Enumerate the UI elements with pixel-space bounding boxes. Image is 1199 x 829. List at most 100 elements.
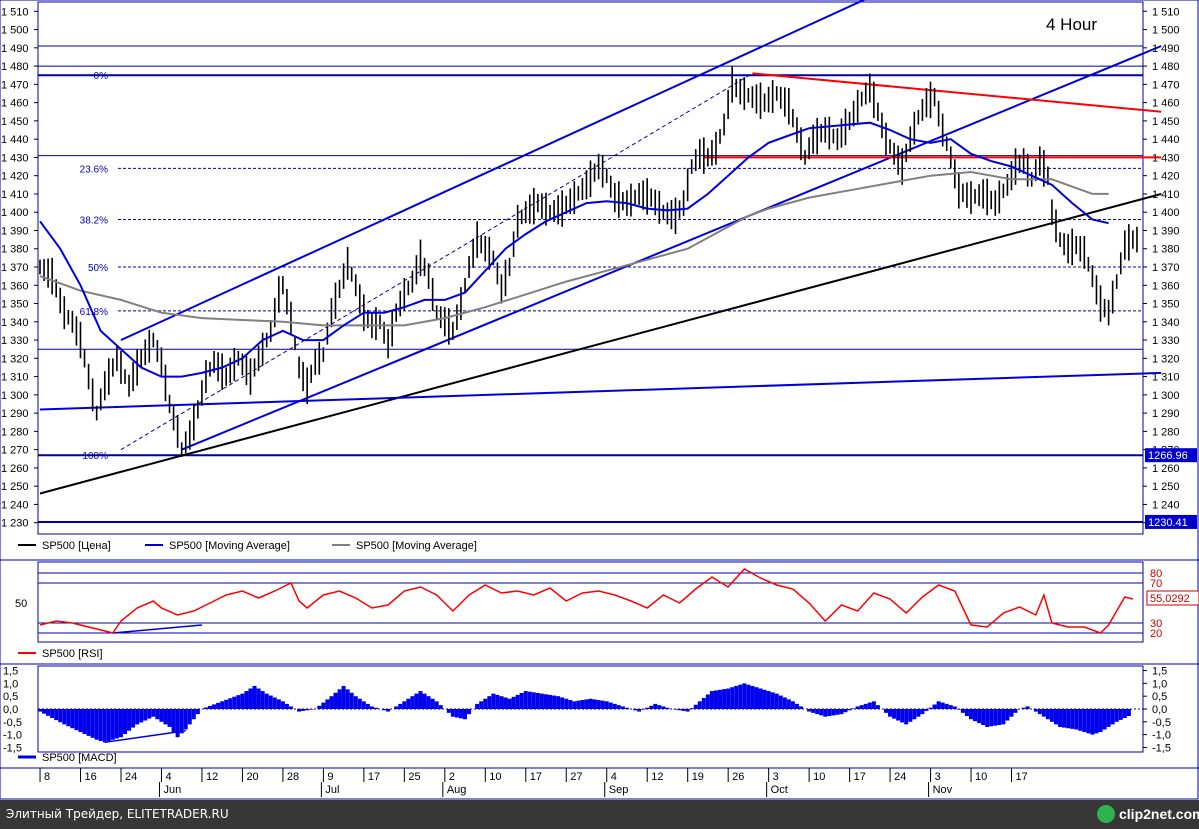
price-tick-label-left: 1 370 [1, 262, 29, 274]
x-day-label: 17 [1016, 771, 1028, 783]
price-tick-label-left: 1 350 [1, 299, 29, 311]
price-tick-label-right: 1 340 [1152, 317, 1180, 329]
price-tick-label-right: 1 410 [1152, 189, 1180, 201]
price-tick-label-left: 1 460 [1, 98, 29, 110]
x-month-label: Aug [447, 784, 467, 796]
price-tick-label-left: 1 270 [1, 445, 29, 457]
macd-tick-label-right: 0,0 [1152, 704, 1167, 716]
price-tick-label-right: 1 250 [1152, 481, 1180, 493]
ma-slow-line [39, 170, 1109, 327]
rsi-value-label: 55,0292 [1150, 593, 1190, 605]
price-tick-label-left: 1 490 [1, 43, 29, 55]
rsi-level-label: 80 [1150, 568, 1162, 580]
price-tick-label-right: 1 360 [1152, 280, 1180, 292]
price-tick-label-right: 1 390 [1152, 225, 1180, 237]
x-month-label: Jun [163, 784, 181, 796]
macd-tick-label-left: 1,0 [3, 678, 18, 690]
price-tag-box [1145, 514, 1197, 529]
rsi-value-box [1146, 590, 1199, 606]
macd-tick-label-right: 0,5 [1152, 691, 1167, 703]
x-day-label: 17 [530, 771, 542, 783]
trendline-dashed-mid [120, 72, 753, 451]
macd-tick-label-left: -1,0 [3, 730, 22, 742]
x-day-label: 4 [611, 771, 617, 783]
price-tick-label-left: 1 410 [1, 189, 29, 201]
trendline-channel-upper [120, 0, 867, 341]
price-tick-label-right: 1 420 [1152, 171, 1180, 183]
price-tick-label-right: 1 280 [1152, 426, 1180, 438]
price-tick-label-left: 1 230 [1, 518, 29, 530]
macd-tick-label-left: -0,5 [3, 717, 22, 729]
price-tick-label-right: 1 290 [1152, 408, 1180, 420]
price-tick-label-right: 1 450 [1152, 116, 1180, 128]
fibonacci-label: 23.6% [80, 164, 108, 175]
trendline-support [39, 192, 1162, 495]
clip2net-logo[interactable]: clip2net.com [1097, 803, 1199, 825]
price-tick-label-right: 1 490 [1152, 43, 1180, 55]
macd-tick-label-left: -1,5 [3, 742, 22, 754]
x-month-label: Nov [933, 784, 953, 796]
price-tick-label-right: 1 470 [1152, 79, 1180, 91]
price-tag-label: 1266.96 [1148, 450, 1188, 462]
x-day-label: 2 [449, 771, 455, 783]
fibonacci-label: 61.8% [80, 307, 108, 318]
price-tick-label-left: 1 360 [1, 280, 29, 292]
price-tick-label-right: 1 310 [1152, 372, 1180, 384]
x-month-label: Oct [771, 784, 788, 796]
clip2net-logo-text: clip2net.com [1119, 806, 1199, 822]
price-tick-label-left: 1 480 [1, 61, 29, 73]
price-tick-label-left: 1 440 [1, 134, 29, 146]
fibonacci-label: 0% [94, 71, 109, 82]
price-tick-label-right: 1 430 [1152, 152, 1180, 164]
rsi-level-label: 20 [1150, 628, 1162, 640]
price-tick-label-left: 1 280 [1, 426, 29, 438]
price-tick-label-left: 1 310 [1, 372, 29, 384]
macd-tick-label-left: 0,0 [3, 704, 18, 716]
rsi-axis-label: 50 [15, 598, 27, 610]
macd-tick-label-right: -0,5 [1152, 717, 1171, 729]
x-day-label: 17 [854, 771, 866, 783]
price-tick-label-right: 1 380 [1152, 244, 1180, 256]
price-tick-label-right: 1 370 [1152, 262, 1180, 274]
price-panel-frame [37, 1, 1144, 535]
price-tick-label-right: 1 330 [1152, 335, 1180, 347]
price-tick-label-right: 1 510 [1152, 6, 1180, 18]
trendline-resistance [752, 72, 1162, 113]
rsi-line [39, 568, 1134, 634]
fibonacci-label: 50% [88, 263, 108, 274]
price-tick-label-left: 1 400 [1, 207, 29, 219]
trendline-long-support [39, 371, 1162, 411]
macd-tick-label-right: 1,5 [1152, 666, 1167, 678]
x-day-label: 12 [651, 771, 663, 783]
price-tick-label-left: 1 250 [1, 481, 29, 493]
x-day-label: 19 [692, 771, 704, 783]
macd-tick-label-left: 0,5 [3, 691, 18, 703]
timeframe-label: 4 Hour [1046, 15, 1097, 34]
price-tick-label-left: 1 290 [1, 408, 29, 420]
macd-tick-label-left: 1,5 [3, 666, 18, 678]
rsi-panel-frame [37, 561, 1144, 643]
price-tick-label-right: 1 460 [1152, 98, 1180, 110]
footer-bar: Элитный Трейдер, ELITETRADER.RU clip2net… [0, 800, 1199, 829]
price-tick-label-left: 1 430 [1, 152, 29, 164]
price-tick-label-left: 1 380 [1, 244, 29, 256]
price-tick-label-left: 1 470 [1, 79, 29, 91]
price-tick-label-left: 1 390 [1, 225, 29, 237]
x-day-label: 8 [44, 771, 50, 783]
x-month-label: Sep [609, 784, 629, 796]
price-tick-label-left: 1 240 [1, 499, 29, 511]
price-tick-label-right: 1 480 [1152, 61, 1180, 73]
price-tick-label-left: 1 300 [1, 390, 29, 402]
legend-entry: SP500 [Цена] [42, 540, 111, 552]
price-tick-label-left: 1 340 [1, 317, 29, 329]
rsi-divergence-line [112, 624, 202, 634]
price-tick-label-left: 1 260 [1, 463, 29, 475]
macd-tick-label-right: 1,0 [1152, 678, 1167, 690]
macd-divergence-line [104, 730, 186, 744]
footer-caption: Элитный Трейдер, ELITETRADER.RU [6, 807, 229, 821]
x-day-label: 10 [489, 771, 501, 783]
fibonacci-label: 38.2% [80, 216, 108, 227]
window-border [0, 0, 1199, 800]
